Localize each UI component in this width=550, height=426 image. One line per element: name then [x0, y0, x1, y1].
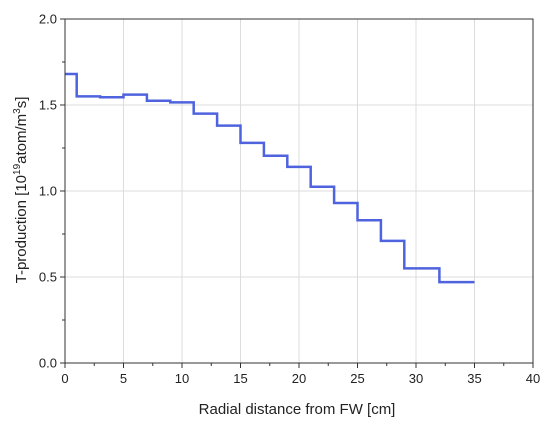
x-tick-label: 10: [175, 371, 189, 386]
y-axis-title-exp2: 3: [12, 108, 23, 114]
x-tick-label: 20: [292, 371, 306, 386]
x-tick-label: 5: [120, 371, 127, 386]
y-axis-title: T-production [1019atom/m3s]: [12, 97, 30, 284]
ticks: [60, 18, 534, 368]
grid: [65, 19, 533, 363]
x-tick-label: 25: [350, 371, 364, 386]
y-tick-label: 0.5: [39, 270, 57, 285]
y-tick-label: 2.0: [39, 12, 57, 27]
x-tick-label: 35: [467, 371, 481, 386]
y-tick-label: 1.5: [39, 98, 57, 113]
x-tick-label: 40: [526, 371, 540, 386]
x-tick-label: 15: [233, 371, 247, 386]
tick-labels: 0 5 10 15 20 25 30 35 40 0.0 0.5 1.0 1.5 2.0: [39, 12, 540, 387]
x-axis-title: Radial distance from FW [cm]: [199, 401, 396, 418]
y-axis-title-exp1: 19: [12, 163, 23, 175]
y-axis-title-suffix: s]: [13, 97, 30, 109]
step-series-line: [65, 72, 475, 284]
y-tick-label: 1.0: [39, 184, 57, 199]
x-tick-label: 0: [61, 371, 68, 386]
series-layer: [65, 72, 475, 284]
y-axis-title-mid: atom/m: [13, 114, 30, 164]
y-axis-title-prefix: T-production [10: [13, 175, 30, 283]
x-tick-label: 30: [409, 371, 423, 386]
y-tick-label: 0.0: [39, 356, 57, 371]
